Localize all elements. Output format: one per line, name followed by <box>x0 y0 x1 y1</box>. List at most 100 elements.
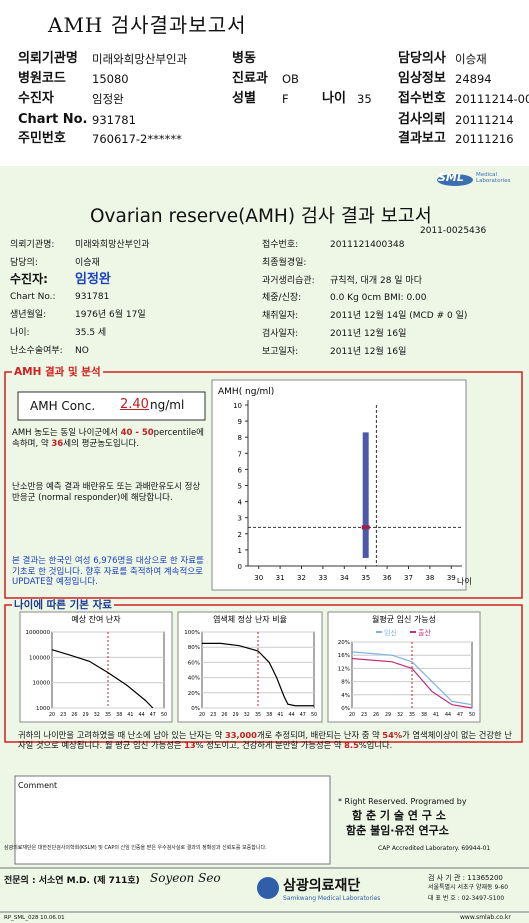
curve <box>351 657 473 709</box>
x-tick-label: 47 <box>457 712 463 718</box>
y-tick-label: 1000 <box>36 706 50 712</box>
x-tick-label: 35 <box>105 712 111 718</box>
heading: AMH 결과 및 분석 <box>12 366 103 379</box>
y-tick-label: 100000 <box>29 655 50 661</box>
conc-value: 2.40 <box>120 397 149 412</box>
label: 나이 <box>322 91 346 106</box>
x-tick-label: 50 <box>161 712 167 718</box>
x-tick-label: 37 <box>404 574 413 582</box>
x-tick-label: 41 <box>277 712 283 718</box>
curve <box>351 651 473 706</box>
result-point <box>361 525 370 530</box>
x-tick-label: 26 <box>221 712 227 718</box>
y-tick-label: 7 <box>238 450 242 458</box>
logo-mark <box>437 174 473 186</box>
value: 760617-2****** <box>92 132 182 146</box>
value: 이승재 <box>455 52 487 66</box>
label: 체중/신장: <box>262 293 302 303</box>
x-tick-label: 47 <box>300 712 306 718</box>
x-tick-label: 39 <box>447 574 456 582</box>
form: RP_SML_028 10.06.01 <box>4 915 65 921</box>
y-tick-label: 3 <box>238 515 242 523</box>
heading: 나이에 따른 기본 자료 <box>12 599 114 612</box>
y-tick-label: 8% <box>341 680 350 686</box>
x-tick-label: 29 <box>83 712 89 718</box>
x-tick-label: 41 <box>433 712 439 718</box>
x-tick-label: 38 <box>266 712 272 718</box>
value: 2011년 12월 16일 <box>330 347 407 357</box>
label: 수진자 <box>18 91 54 106</box>
label: 임상정보 <box>398 71 446 86</box>
y-tick-label: 6 <box>238 466 243 474</box>
y-tick-label: 16% <box>338 653 350 659</box>
result-box <box>4 371 523 599</box>
para2: 난소반응 예측 결과 배란유도 또는 과배란유도시 정상반응군 (normal … <box>12 482 201 503</box>
title: AMH 검사결과보고서 <box>48 13 247 37</box>
y-tick-label: 0% <box>341 706 350 712</box>
x-tick-label: 23 <box>361 712 367 718</box>
y-tick-label: 2 <box>238 531 242 539</box>
legend-label: 출산 <box>418 628 431 637</box>
x-tick-label: 47 <box>150 712 156 718</box>
label: Chart No.: <box>10 292 56 302</box>
label: 성별 <box>232 91 256 106</box>
text-run: 33,000 <box>224 730 257 740</box>
x-tick-label: 29 <box>233 712 239 718</box>
rights: * Right Reserved. Programed by <box>338 797 467 806</box>
value: 임정완 <box>92 92 124 106</box>
label: 난소수술여부: <box>10 346 63 356</box>
x-tick-label: 20 <box>349 712 355 718</box>
text-run: 세의 평균농도입니다. <box>63 438 140 449</box>
text-run: 귀하의 나이만을 고려하였을 때 난소에 남아 있는 난자는 약 <box>18 730 225 740</box>
para3: 본 결과는 한국인 여성 6,976명을 대상으로 한 자료를 기초로 한 것입… <box>12 556 204 588</box>
cert: 삼광의료재단은 대한진단검사의학회(KSLM) 및 CAP의 신임 인증을 받은… <box>4 845 267 851</box>
x-tick-label: 38 <box>425 574 434 582</box>
x-tick-label: 44 <box>289 712 295 718</box>
text-run: 8.5 <box>344 740 359 751</box>
x-tick-label: 20 <box>49 712 55 718</box>
mini-chart-box <box>19 611 173 723</box>
text-run: %입니다. <box>358 740 393 751</box>
label: 의뢰기관명 <box>18 51 78 66</box>
phone: 대 표 번 호 : 02-3497-5100 <box>428 895 505 902</box>
x-tick-label: 41 <box>127 712 133 718</box>
label: 과거생리습관: <box>262 276 315 286</box>
cap: CAP Accredited Laboratory. 69944-01 <box>378 845 491 852</box>
y-tick-label: 80% <box>188 645 200 651</box>
label: Chart No. <box>18 112 88 127</box>
x-tick-label: 38 <box>116 712 122 718</box>
value: 931781 <box>92 113 136 127</box>
signature: Soyeon Seo <box>150 871 221 885</box>
x-tick-label: 44 <box>139 712 145 718</box>
text-run: % 정도이고, 건강하게 분만할 가능성은 약 <box>195 740 345 751</box>
logo-sub: Medical Laboratories <box>476 172 511 185</box>
org-logo <box>257 877 279 899</box>
comment: Comment <box>18 781 58 790</box>
y-tick-label: 4 <box>238 499 243 507</box>
label: 진료과 <box>232 71 268 86</box>
logo: SML <box>438 171 464 184</box>
x-tick-label: 35 <box>409 712 415 718</box>
value: 20111214-0034 <box>455 92 529 106</box>
label: 생년월일: <box>10 310 47 320</box>
x-tick-label: 50 <box>469 712 475 718</box>
x-tick-label: 31 <box>276 574 285 582</box>
y-tick-label: 8 <box>238 434 242 442</box>
basic-box <box>4 604 523 743</box>
chart-box <box>211 379 467 591</box>
x-tick-label: 29 <box>385 712 391 718</box>
y-tick-label: 10 <box>233 402 242 410</box>
value: 0.0 Kg 0cm BMI: 0.00 <box>330 293 427 303</box>
x-tick-label: 44 <box>445 712 451 718</box>
y-tick-label: 9 <box>238 418 242 426</box>
x-tick-label: 34 <box>340 574 349 582</box>
value: 24894 <box>455 72 492 86</box>
x-tick-label: 32 <box>244 712 250 718</box>
legend-label: 임신 <box>384 628 397 637</box>
text-run: percentile에 속하며, 약 <box>12 428 205 449</box>
label: 접수번호 <box>398 91 446 106</box>
label: 주민번호 <box>18 131 66 146</box>
label: 검사의뢰 <box>398 112 446 127</box>
y-tick-label: 20% <box>338 640 350 646</box>
label: 의뢰기관명: <box>10 240 55 250</box>
